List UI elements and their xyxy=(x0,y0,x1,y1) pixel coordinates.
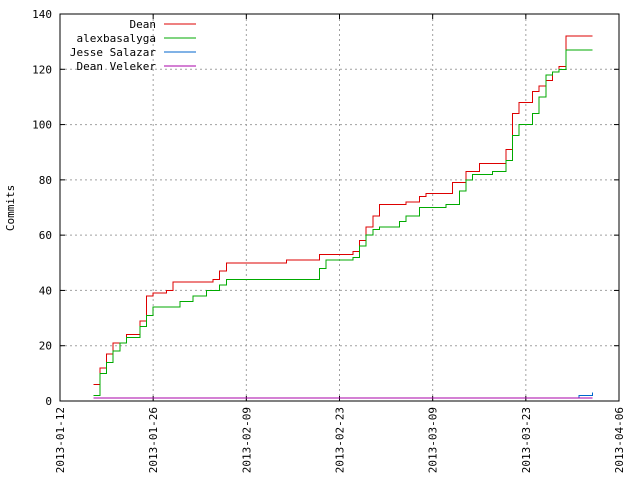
y-tick-label: 40 xyxy=(39,284,52,297)
series-lines xyxy=(93,35,593,399)
series-line-alexbasalyga xyxy=(93,49,593,396)
series-line-dean xyxy=(93,35,593,385)
y-axis-label: Commits xyxy=(4,185,17,231)
y-tick-label: 60 xyxy=(39,229,52,242)
series-line-jesse-salazar xyxy=(565,392,593,399)
y-tick-label: 140 xyxy=(32,8,52,21)
x-tick-label: 2013-01-26 xyxy=(147,407,160,473)
y-tick-label: 100 xyxy=(32,119,52,132)
x-tick-label: 2013-04-06 xyxy=(613,407,626,473)
y-tick-label: 20 xyxy=(39,340,52,353)
x-tick-label: 2013-02-09 xyxy=(240,407,253,473)
x-axis: 2013-01-12 2013-01-26 2013-02-09 2013-02-23… xyxy=(54,14,626,473)
legend-label-dean: Dean xyxy=(130,18,157,31)
y-tick-label: 120 xyxy=(32,63,52,76)
legend-label-jesse-salazar: Jesse Salazar xyxy=(70,46,156,59)
x-tick-label: 2013-03-09 xyxy=(427,407,440,473)
y-tick-label: 0 xyxy=(45,395,52,408)
x-tick-label: 2013-01-12 xyxy=(54,407,67,473)
legend-label-dean-veleker: Dean Veleker xyxy=(77,60,157,73)
x-tick-label: 2013-03-23 xyxy=(520,407,533,473)
x-tick-label: 2013-02-23 xyxy=(334,407,347,473)
y-axis: 0 20 40 60 80 100 120 140 xyxy=(32,8,619,408)
legend-label-alexbasalyga: alexbasalyga xyxy=(77,32,156,45)
y-tick-label: 80 xyxy=(39,174,52,187)
